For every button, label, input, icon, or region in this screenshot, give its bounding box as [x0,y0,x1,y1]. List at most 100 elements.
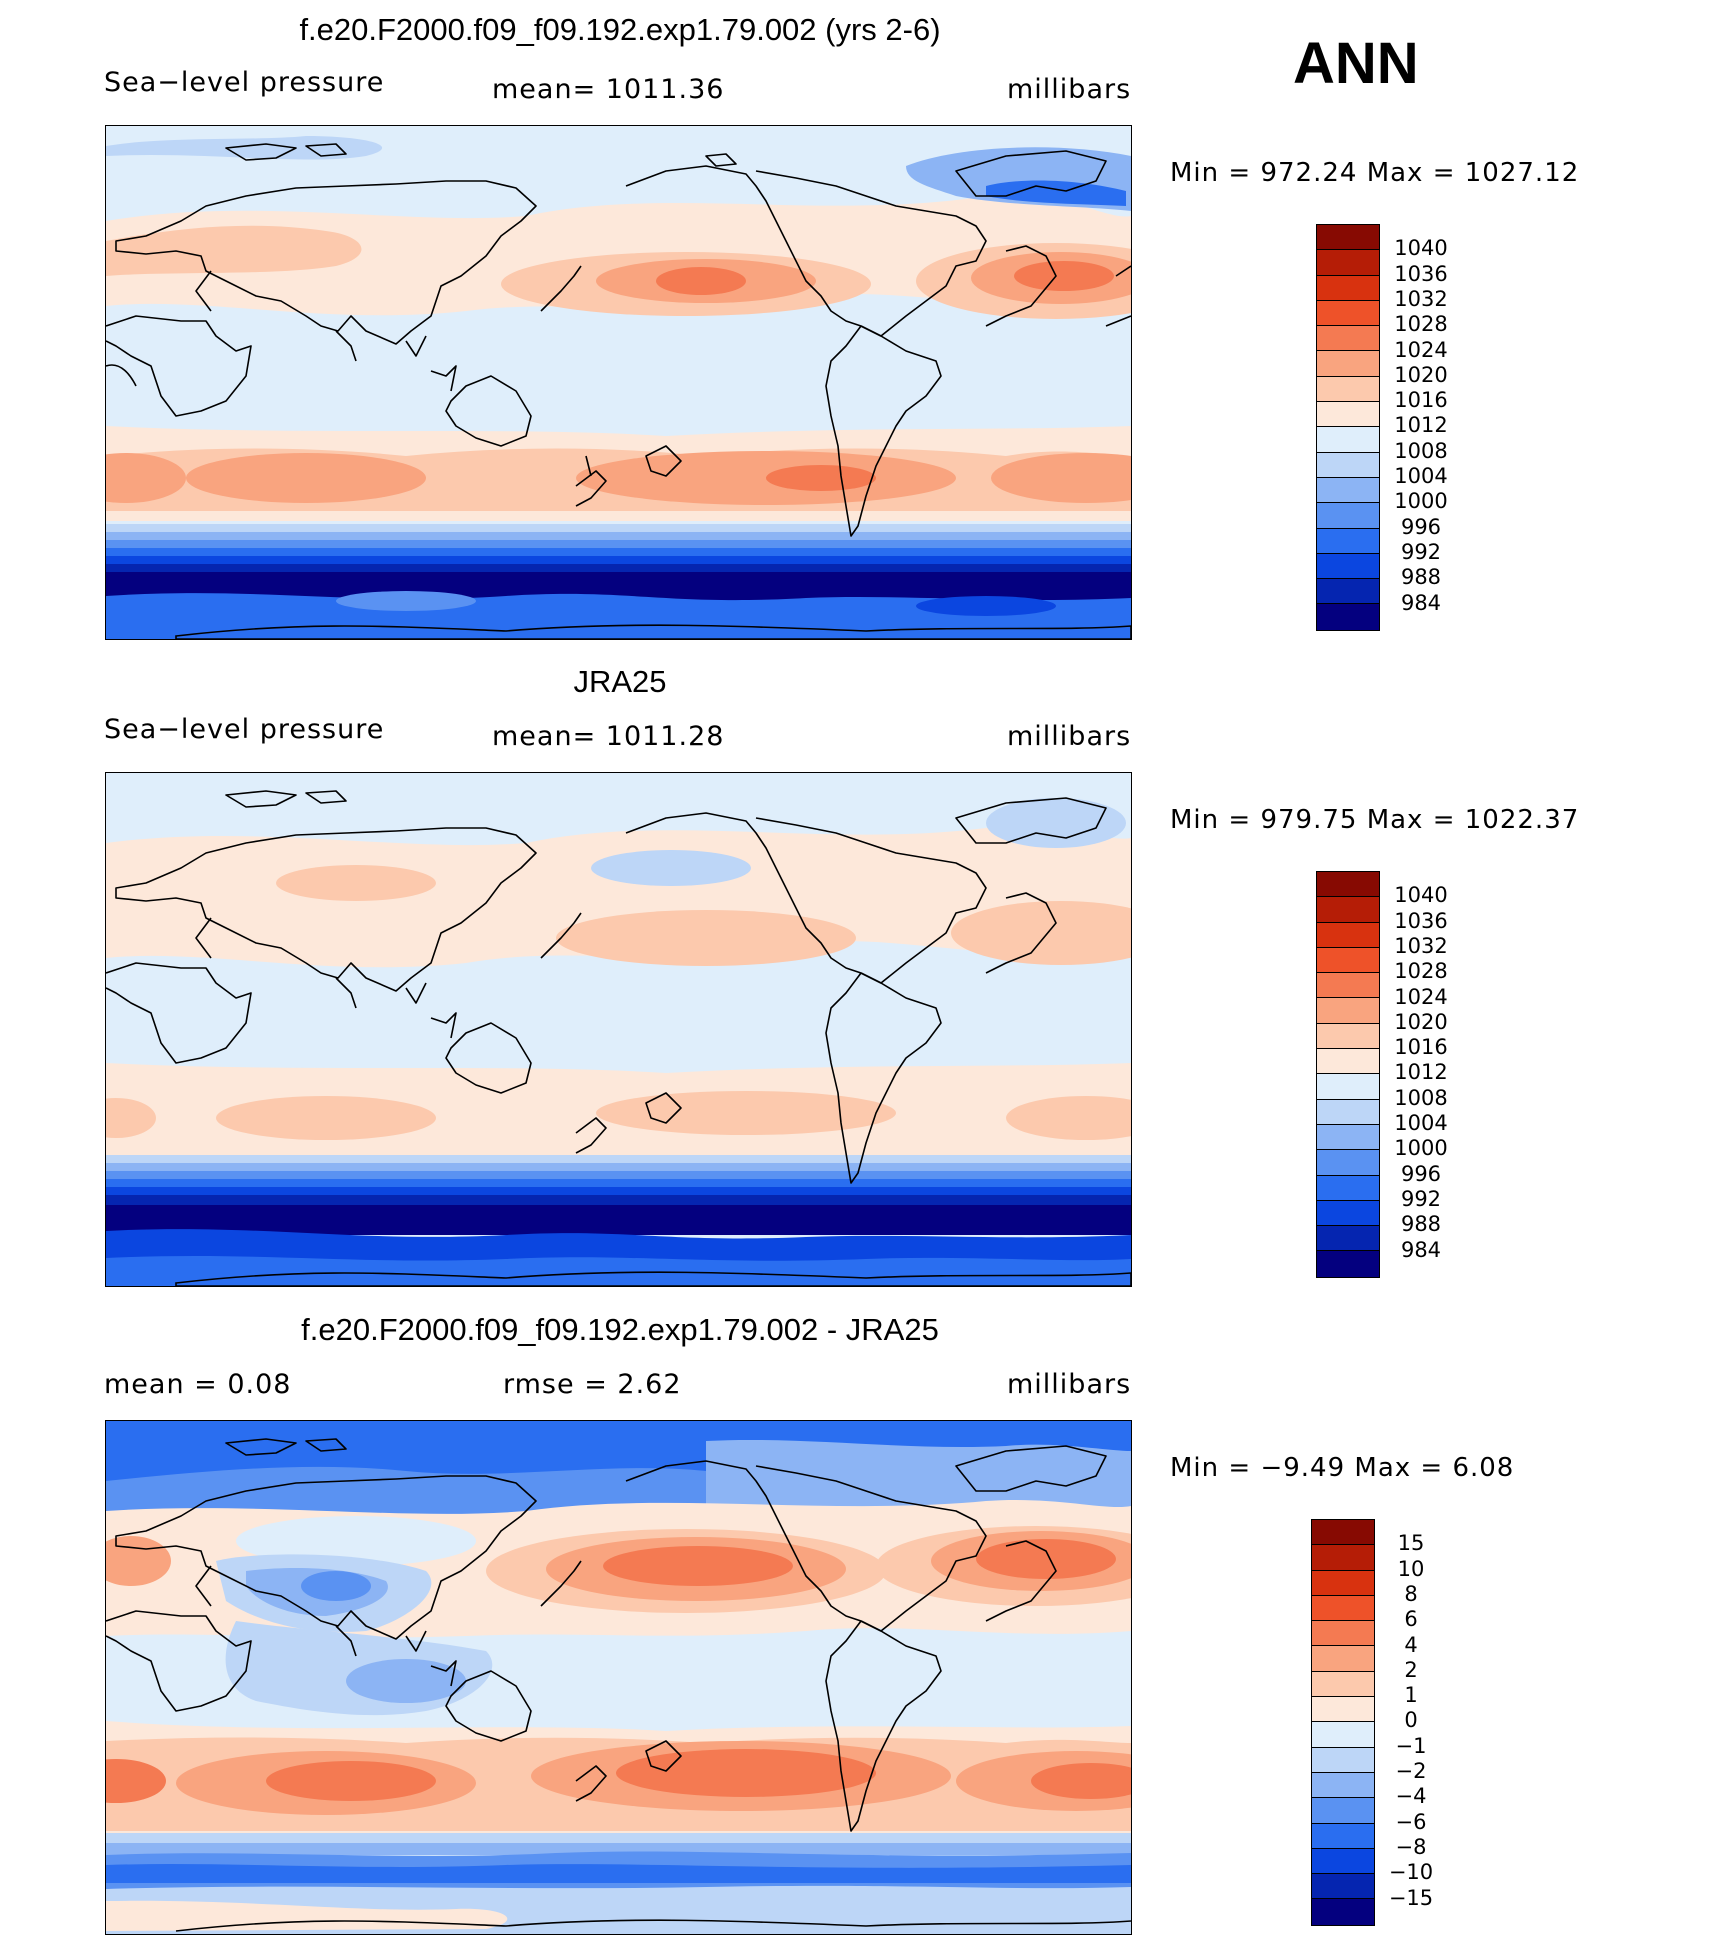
colorbar-band [1312,1772,1374,1799]
colorbar-band [1317,376,1379,403]
colorbar-band [1317,973,1379,999]
colorbar-band [1317,604,1379,630]
colorbar-band [1317,1226,1379,1252]
colorbar-band [1317,300,1379,327]
panel-2-colorbar [1316,871,1380,1278]
colorbar-band [1317,553,1379,580]
colorbar-band [1317,1251,1379,1277]
colorbar-tick-label: 1016 [1394,1035,1448,1060]
colorbar-band [1317,897,1379,923]
colorbar-band [1312,1570,1374,1596]
colorbar-tick-label: 1000 [1394,1136,1448,1161]
colorbar-band [1317,528,1379,554]
colorbar-band [1312,1722,1374,1748]
panel-2-title: JRA25 [573,664,667,699]
colorbar-tick-label: −15 [1388,1885,1434,1910]
colorbar-tick-label: −6 [1395,1809,1427,1834]
colorbar-tick-label: 1012 [1394,1060,1448,1085]
panel-3-min-max: Min = −9.49 Max = 6.08 [1170,1453,1515,1483]
colorbar-tick-label: 10 [1397,1556,1425,1581]
panel-2-map-field [106,773,1131,1286]
colorbar-band [1317,452,1379,478]
colorbar-tick-label: 1040 [1394,236,1448,261]
panel-3-map [105,1420,1132,1935]
colorbar-tick-label: 2 [1404,1657,1418,1682]
colorbar-tick-label: 1012 [1394,413,1448,438]
panel-1-map [105,125,1132,640]
panel-1-colorbar [1316,224,1380,631]
colorbar-band [1312,1697,1374,1723]
colorbar-band [1317,947,1379,974]
colorbar-band [1317,427,1379,453]
panel-2-mean-label: mean= 1011.28 [492,721,725,752]
colorbar-tick-label: 0 [1404,1708,1418,1733]
colorbar-tick-label: 1032 [1394,933,1448,958]
colorbar-tick-label: 1020 [1394,1009,1448,1034]
colorbar-band [1317,1150,1379,1176]
colorbar-band [1312,1520,1374,1546]
colorbar-band [1317,579,1379,605]
colorbar-band [1312,1823,1374,1849]
colorbar-tick-label: 1036 [1394,908,1448,933]
panel-2-variable-label: Sea−level pressure [104,714,385,745]
colorbar-band [1317,326,1379,352]
colorbar-tick-label: 1016 [1394,388,1448,413]
colorbar-band [1317,503,1379,529]
colorbar-tick-label: 1004 [1394,464,1448,488]
panel-3-title: f.e20.F2000.f09_f09.192.exp1.79.002 - JR… [301,1312,939,1347]
colorbar-tick-label: 1028 [1394,312,1448,337]
colorbar-tick-label: −2 [1395,1759,1427,1783]
colorbar-band [1317,477,1379,504]
colorbar-tick-label: 992 [1400,1186,1442,1211]
colorbar-band [1312,1798,1374,1824]
panel-2-map [105,772,1132,1287]
colorbar-tick-label: −4 [1395,1784,1427,1809]
colorbar-tick-label: 1040 [1394,883,1448,908]
colorbar-band [1312,1595,1374,1622]
panel-3-mean-label: mean = 0.08 [104,1369,292,1400]
colorbar-band [1317,250,1379,276]
colorbar-tick-label: −10 [1388,1860,1434,1885]
colorbar-tick-label: 988 [1400,565,1442,590]
panel-1-min-max: Min = 972.24 Max = 1027.12 [1170,158,1580,188]
colorbar-tick-label: 1028 [1394,959,1448,984]
colorbar-band [1317,1200,1379,1227]
panel-1-map-field [106,126,1131,639]
colorbar-tick-label: 6 [1404,1607,1418,1632]
panel-2-min-max: Min = 979.75 Max = 1022.37 [1170,805,1580,835]
colorbar-band [1312,1545,1374,1571]
colorbar-tick-label: 984 [1400,1237,1442,1262]
colorbar-band [1312,1848,1374,1875]
colorbar-tick-label: 1024 [1394,984,1448,1009]
colorbar-tick-label: 1004 [1394,1111,1448,1135]
panel-3-units-label: millibars [1007,1369,1132,1400]
colorbar-tick-label: 988 [1400,1212,1442,1237]
panel-1-units-label: millibars [1007,74,1132,105]
colorbar-tick-label: 1008 [1394,438,1448,463]
colorbar-band [1317,1175,1379,1201]
colorbar-tick-label: 1000 [1394,489,1448,514]
colorbar-band [1312,1621,1374,1647]
panel-3-colorbar [1311,1519,1375,1926]
colorbar-band [1317,1049,1379,1075]
panel-2-units-label: millibars [1007,721,1132,752]
colorbar-tick-label: 1024 [1394,337,1448,362]
colorbar-band [1317,402,1379,428]
colorbar-tick-label: 1036 [1394,261,1448,286]
colorbar-tick-label: 8 [1404,1581,1418,1606]
panel-3-map-field [106,1421,1131,1934]
colorbar-tick-label: 1032 [1394,286,1448,311]
colorbar-band [1312,1899,1374,1925]
season-label: ANN [1293,31,1419,96]
colorbar-band [1317,1124,1379,1151]
panel-3-rmse-label: rmse = 2.62 [503,1369,682,1400]
colorbar-tick-label: 1020 [1394,362,1448,387]
colorbar-tick-label: 1 [1404,1683,1418,1708]
colorbar-band [1312,1671,1374,1698]
panel-1-variable-label: Sea−level pressure [104,67,385,98]
colorbar-band [1317,225,1379,251]
colorbar-band [1312,1646,1374,1672]
panel-1-title: f.e20.F2000.f09_f09.192.exp1.79.002 (yrs… [299,12,941,47]
colorbar-band [1317,1074,1379,1100]
colorbar-band [1317,998,1379,1024]
